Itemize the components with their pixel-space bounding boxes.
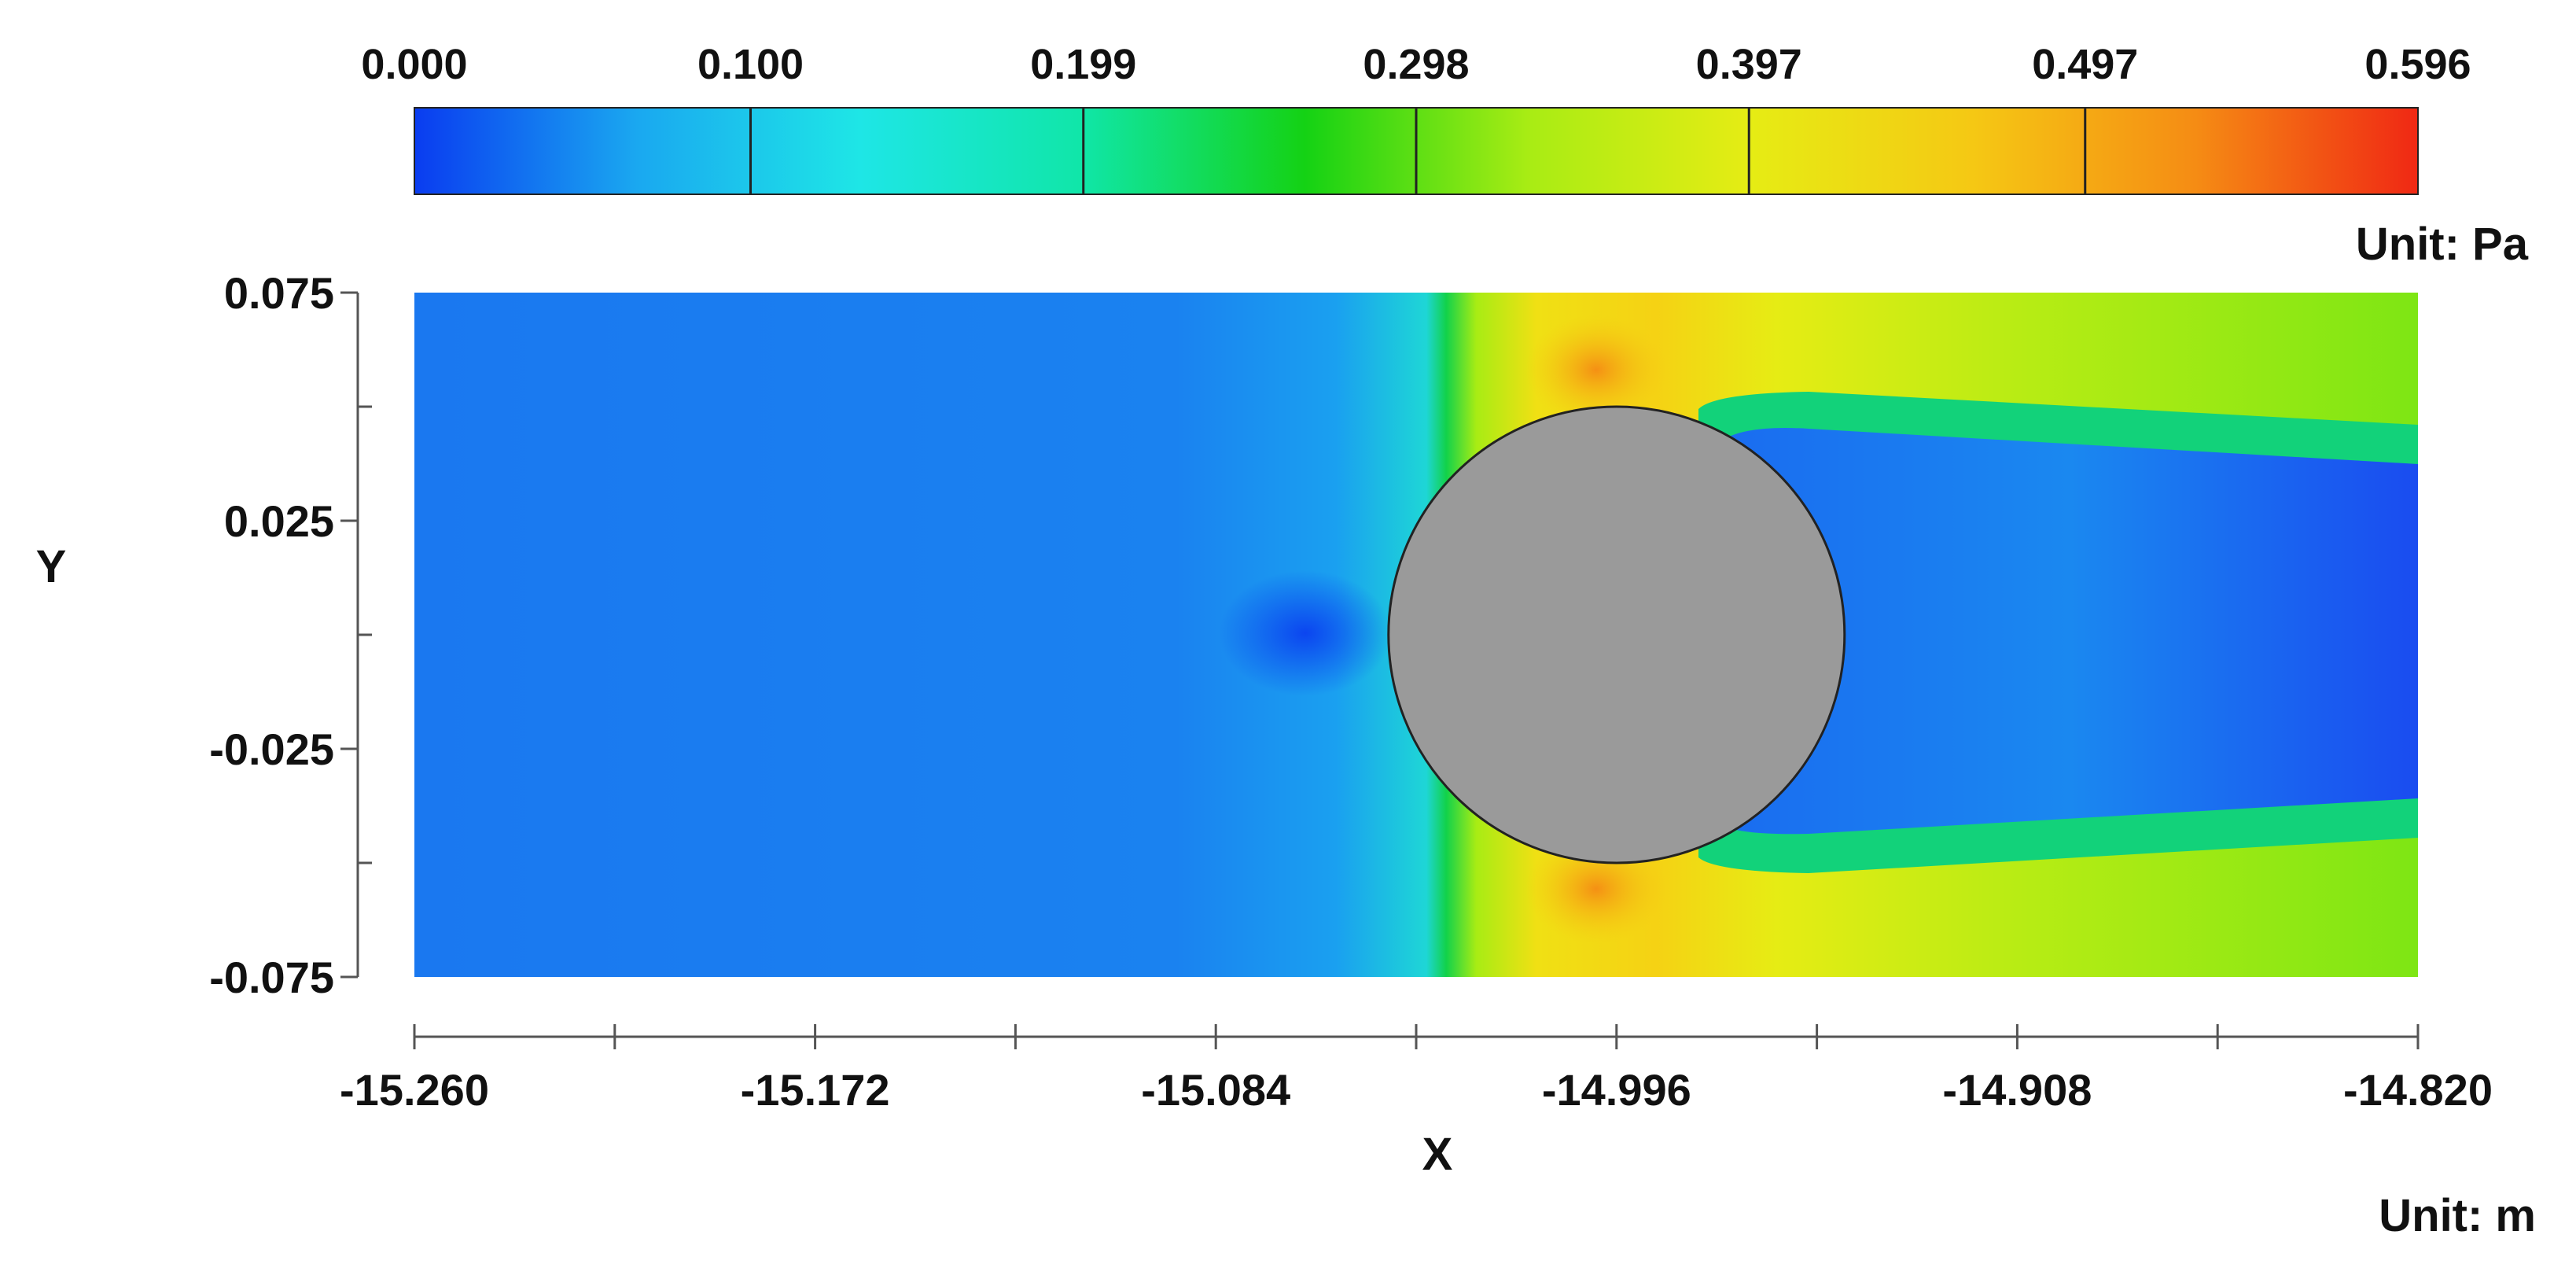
x-tick-label: -15.084 xyxy=(1141,1065,1290,1115)
colorbar-tick-labels: 0.000 0.100 0.199 0.298 0.397 0.497 0.596 xyxy=(361,41,2471,88)
colorbar-unit-label: Unit: Pa xyxy=(2356,219,2529,270)
x-tick-label: -15.260 xyxy=(340,1065,489,1115)
plot-area xyxy=(414,293,2418,977)
colorbar-tick-label: 0.000 xyxy=(361,41,467,88)
front-low-pressure xyxy=(1219,570,1392,696)
colorbar-tick-label: 0.596 xyxy=(2364,41,2471,88)
x-axis-title: X xyxy=(1422,1129,1453,1180)
y-axis: 0.075 0.025 -0.025 -0.075 xyxy=(209,268,372,1002)
y-tick-label: 0.075 xyxy=(224,268,334,318)
colorbar-tick-label: 0.298 xyxy=(1363,41,1469,88)
colorbar-tick-label: 0.199 xyxy=(1030,41,1136,88)
colorbar-ticks xyxy=(749,108,2087,194)
colorbar-tick-label: 0.100 xyxy=(697,41,804,88)
colorbar: 0.000 0.100 0.199 0.298 0.397 0.497 0.596 xyxy=(361,41,2471,195)
y-tick-label: -0.075 xyxy=(209,953,334,1002)
y-tick-labels: 0.075 0.025 -0.025 -0.075 xyxy=(209,268,334,1002)
y-tick-label: 0.025 xyxy=(224,496,334,546)
y-tick-label: -0.025 xyxy=(209,724,334,774)
colorbar-tick-label: 0.397 xyxy=(1696,41,1802,88)
x-unit-label: Unit: m xyxy=(2379,1190,2536,1241)
y-axis-title: Y xyxy=(36,541,67,592)
x-tick-label: -14.908 xyxy=(1942,1065,2092,1115)
x-tick-label: -15.172 xyxy=(741,1065,890,1115)
x-tick-labels: -15.260 -15.172 -15.084 -14.996 -14.908 -14.8… xyxy=(340,1065,2493,1115)
cylinder-obstacle xyxy=(1387,405,1846,864)
x-tick-label: -14.996 xyxy=(1542,1065,1691,1115)
top-high-pressure xyxy=(1525,315,1667,425)
x-axis: -15.260 -15.172 -15.084 -14.996 -14.908 -14.8… xyxy=(340,1024,2493,1115)
x-tick-label: -14.820 xyxy=(2343,1065,2493,1115)
y-axis-ticks xyxy=(340,291,372,979)
colorbar-tick-label: 0.497 xyxy=(2032,41,2138,88)
x-axis-ticks xyxy=(413,1024,2420,1049)
wake-core xyxy=(1722,428,2418,835)
